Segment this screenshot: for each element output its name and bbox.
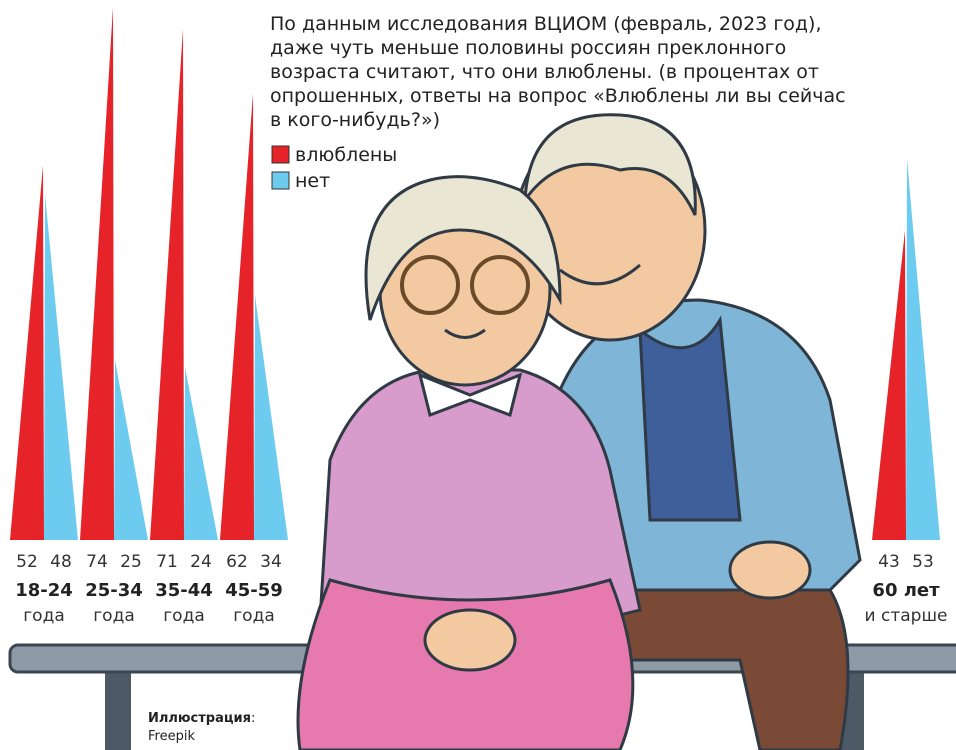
value-label: 48: [50, 552, 72, 572]
infographic: По данным исследования ВЦИОМ (февраль, 2…: [0, 0, 956, 750]
category-note: года: [233, 606, 275, 626]
category-label: 35-44: [155, 580, 213, 601]
spike: [906, 158, 940, 540]
credit-label: Иллюстрация: [148, 711, 251, 726]
value-label: 62: [226, 552, 248, 572]
title: По данным исследования ВЦИОМ (февраль, 2…: [270, 13, 846, 131]
spike: [10, 166, 44, 540]
category-note: года: [23, 606, 65, 626]
category-label: 60 лет: [872, 580, 940, 601]
spike: [80, 7, 114, 540]
value-label: 71: [156, 552, 178, 572]
spike: [872, 230, 906, 540]
value-label: 34: [260, 552, 282, 572]
credit-source: Freepik: [148, 729, 195, 744]
value-label: 24: [190, 552, 212, 572]
category-note: года: [93, 606, 135, 626]
spike: [184, 367, 218, 540]
category-label: 18-24: [15, 580, 73, 601]
value-label: 25: [120, 552, 142, 572]
legend-label: влюблены: [295, 144, 397, 166]
spike: [114, 360, 148, 540]
value-label: 74: [86, 552, 108, 572]
chart: По данным исследования ВЦИОМ (февраль, 2…: [0, 0, 956, 750]
category-label: 25-34: [85, 580, 143, 601]
spike: [254, 295, 288, 540]
legend-swatch: [272, 146, 289, 163]
illustration: [298, 115, 860, 750]
category-note: года: [163, 606, 205, 626]
value-label: 43: [878, 552, 900, 572]
credit: Иллюстрация:Freepik: [148, 711, 255, 744]
legend-label: нет: [295, 170, 330, 192]
value-label: 52: [16, 552, 38, 572]
value-label: 53: [912, 552, 934, 572]
category-note: и старше: [865, 606, 948, 626]
spike: [150, 29, 184, 540]
legend-swatch: [272, 172, 289, 189]
spike: [44, 194, 78, 540]
spike: [220, 94, 254, 540]
category-label: 45-59: [225, 580, 283, 601]
